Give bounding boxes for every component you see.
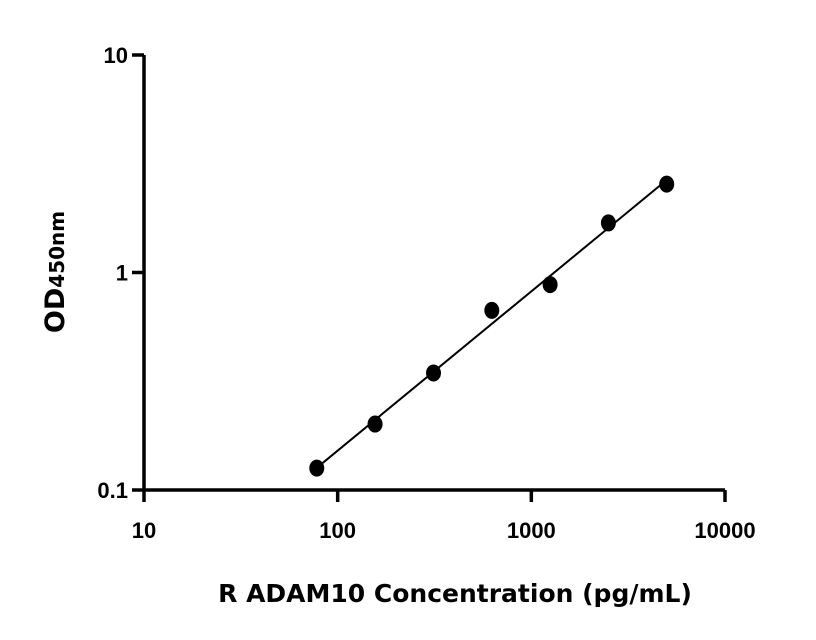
y-axis-label: OD450nm	[40, 211, 71, 333]
data-point	[309, 459, 325, 477]
x-tick-label: 10	[132, 518, 156, 543]
y-tick-label: 0.1	[97, 478, 128, 503]
y-tick-label: 10	[104, 43, 128, 68]
y-tick-label: 1	[116, 261, 128, 286]
x-tick-label: 10000	[694, 518, 755, 543]
data-points	[309, 175, 675, 477]
data-point	[659, 175, 675, 193]
x-tick-label: 100	[319, 518, 356, 543]
data-point	[542, 276, 558, 294]
axes: 10 100 1000 10000 0.1 1 10	[97, 43, 755, 543]
data-point	[484, 301, 500, 319]
data-point	[600, 214, 616, 232]
data-point	[426, 364, 442, 382]
y-axis-label-main: OD	[40, 288, 71, 333]
y-axis-label-sub: 450nm	[45, 211, 69, 288]
x-tick-label: 1000	[507, 518, 556, 543]
x-axis-label: R ADAM10 Concentration (pg/mL)	[218, 579, 692, 608]
data-point	[367, 415, 383, 433]
